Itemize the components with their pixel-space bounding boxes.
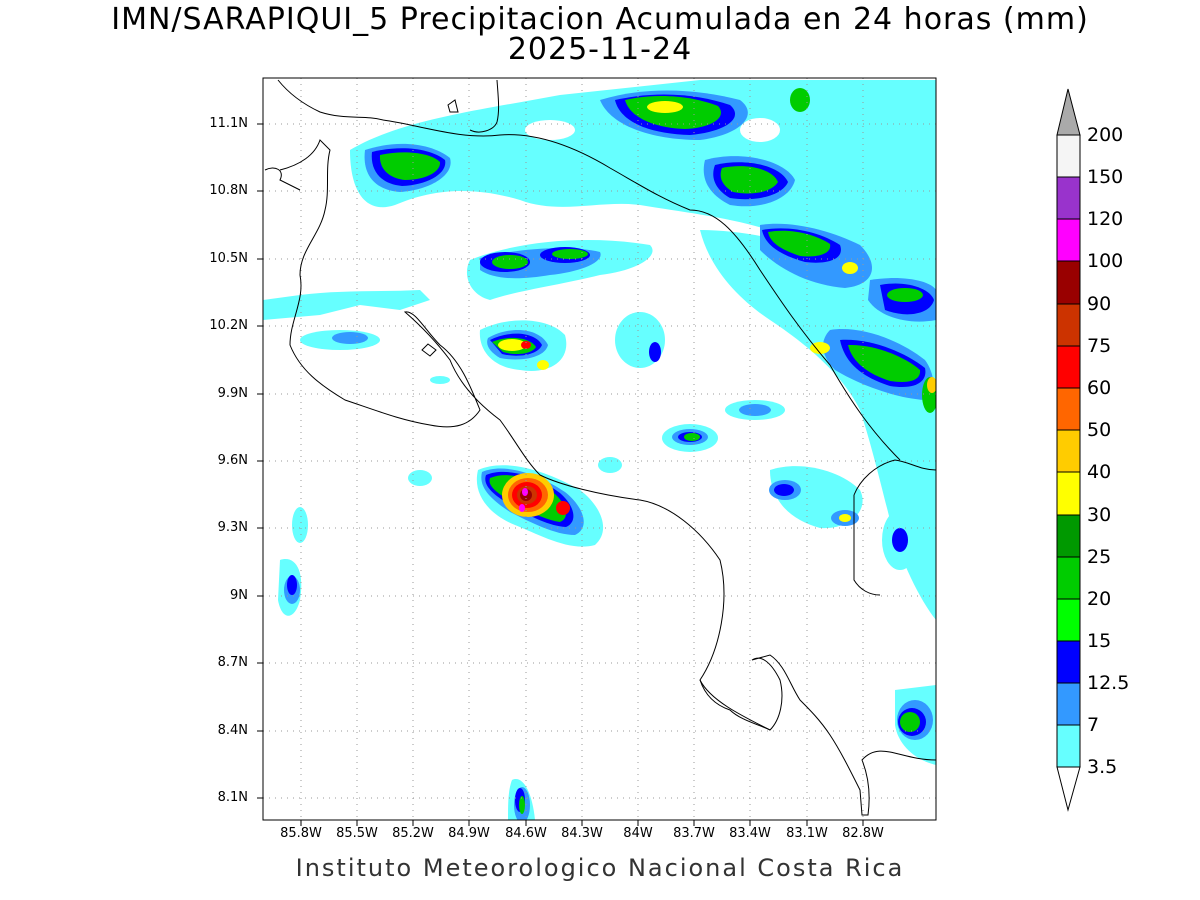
grid-lines	[263, 78, 936, 820]
colorbar-swatch-7	[1056, 682, 1081, 726]
colorbar-label-150: 150	[1087, 166, 1124, 188]
colorbar-swatch-12-5	[1056, 640, 1081, 684]
lat-label-8-4: 8.4N	[217, 723, 248, 738]
colorbar-swatch-60	[1056, 345, 1081, 389]
nicaragua-border	[382, 119, 901, 461]
lon-label-83-4: 83.4W	[729, 826, 771, 841]
colorbar-swatch-3-5	[1056, 724, 1081, 768]
colorbar-arrow-top	[1056, 88, 1081, 136]
colorbar-label-90: 90	[1087, 293, 1112, 315]
lon-label-83-7: 83.7W	[673, 826, 715, 841]
colorbar-swatch-100	[1056, 218, 1081, 262]
lon-label-85-2: 85.2W	[392, 826, 434, 841]
lake-marker	[447, 99, 459, 113]
pacific-coast	[279, 139, 936, 816]
north-coast	[277, 79, 384, 121]
lon-label-84: 84W	[623, 826, 653, 841]
colorbar-swatch-75	[1056, 303, 1081, 347]
map-date: 2025-11-24	[507, 32, 693, 67]
lon-label-84-9: 84.9W	[448, 826, 490, 841]
colorbar-label-7: 7	[1087, 714, 1100, 736]
colorbar-label-40: 40	[1087, 461, 1112, 483]
map-frame	[262, 77, 937, 821]
lat-label-10-8: 10.8N	[209, 183, 248, 198]
map-title: IMN/SARAPIQUI_5 Precipitacion Acumulada …	[111, 2, 1089, 37]
colorbar-label-60: 60	[1087, 377, 1112, 399]
colorbar-label-50: 50	[1087, 419, 1112, 441]
lat-label-8-1: 8.1N	[217, 790, 248, 805]
lake-shore	[469, 79, 500, 133]
lon-label-82-8: 82.8W	[842, 826, 884, 841]
colorbar-label-75: 75	[1087, 335, 1112, 357]
lon-label-85-8: 85.8W	[280, 826, 322, 841]
colorbar-swatch-30	[1056, 471, 1081, 516]
precipitation-field	[263, 80, 936, 820]
lat-label-9: 9N	[230, 588, 248, 603]
colorbar-swatch-120	[1056, 176, 1081, 220]
colorbar-label-200: 200	[1087, 124, 1124, 146]
colorbar	[1056, 88, 1081, 812]
colorbar-label-25: 25	[1087, 546, 1112, 568]
colorbar-swatch-40	[1056, 429, 1081, 473]
colorbar-label-3-5: 3.5	[1087, 756, 1118, 778]
lat-label-8-7: 8.7N	[217, 655, 248, 670]
colorbar-swatch-15	[1056, 598, 1081, 642]
lat-label-10-2: 10.2N	[209, 318, 248, 333]
lat-label-9-9: 9.9N	[217, 386, 248, 401]
tick-marks	[257, 123, 864, 826]
colorbar-label-15: 15	[1087, 630, 1112, 652]
panama-border	[853, 459, 936, 596]
lon-label-85-5: 85.5W	[336, 826, 378, 841]
colorbar-swatch-50	[1056, 387, 1081, 431]
colorbar-label-12-5: 12.5	[1087, 672, 1130, 694]
lat-label-10-5: 10.5N	[209, 251, 248, 266]
colorbar-swatch-90	[1056, 260, 1081, 305]
rain-band-north	[350, 80, 936, 330]
pacific-north-inlet	[264, 167, 301, 191]
lat-label-9-6: 9.6N	[217, 453, 248, 468]
rain-band-west	[263, 290, 430, 320]
colorbar-swatch-150	[1056, 134, 1081, 178]
rain-band-caribbean	[700, 230, 936, 620]
lon-label-83-1: 83.1W	[786, 826, 828, 841]
coastlines	[264, 79, 936, 816]
lat-label-11-1: 11.1N	[209, 116, 248, 131]
colorbar-arrow-bottom	[1056, 766, 1081, 812]
footer-credit: Instituto Meteorologico Nacional Costa R…	[295, 854, 905, 882]
lon-label-84-6: 84.6W	[505, 826, 547, 841]
colorbar-swatch-20	[1056, 556, 1081, 600]
colorbar-label-100: 100	[1087, 250, 1124, 272]
colorbar-swatch-25	[1056, 514, 1081, 558]
colorbar-label-120: 120	[1087, 208, 1124, 230]
nicoya-island	[421, 343, 437, 357]
colorbar-label-20: 20	[1087, 588, 1112, 610]
colorbar-label-30: 30	[1087, 504, 1112, 526]
lon-label-84-3: 84.3W	[561, 826, 603, 841]
osa-peninsula	[699, 679, 771, 731]
lat-label-9-3: 9.3N	[217, 520, 248, 535]
